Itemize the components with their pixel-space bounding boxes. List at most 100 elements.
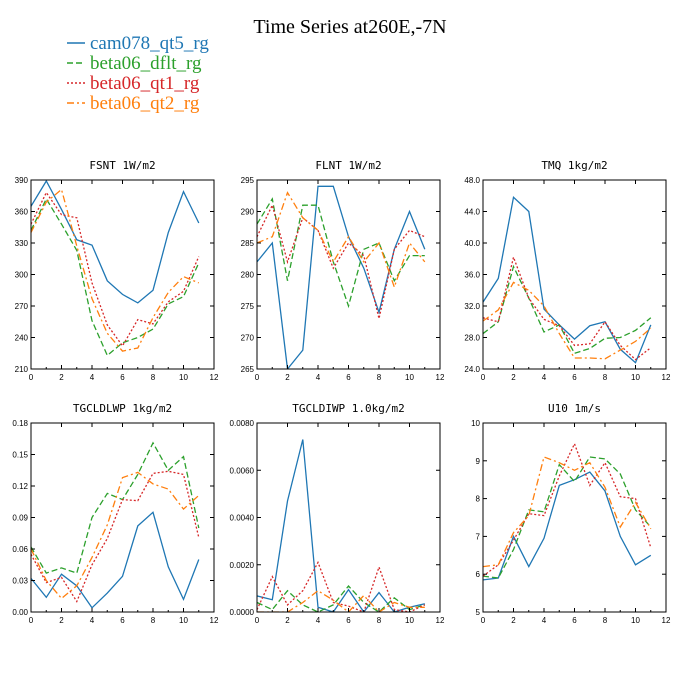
x-tick-label: 8	[603, 373, 608, 382]
x-tick-label: 2	[511, 616, 516, 625]
x-tick-label: 12	[436, 616, 445, 625]
x-tick-label: 4	[316, 616, 321, 625]
x-tick-label: 0	[481, 373, 486, 382]
x-tick-label: 10	[405, 373, 414, 382]
y-tick-label: 210	[15, 365, 29, 374]
x-tick-label: 0	[255, 373, 260, 382]
x-tick-label: 10	[405, 616, 414, 625]
x-tick-label: 8	[151, 616, 156, 625]
series-line	[483, 196, 652, 364]
y-tick-label: 0.18	[12, 419, 28, 428]
x-tick-label: 2	[511, 373, 516, 382]
x-tick-label: 10	[631, 373, 640, 382]
series-line	[31, 511, 200, 609]
x-tick-label: 8	[377, 616, 382, 625]
y-tick-label: 0.0040	[230, 514, 255, 523]
y-tick-label: 32.0	[464, 302, 480, 311]
x-tick-label: 6	[572, 616, 577, 625]
y-tick-label: 290	[241, 208, 255, 217]
y-tick-label: 24.0	[464, 365, 480, 374]
series-line	[31, 471, 200, 600]
chart-panels: FSNT 1W/m20 2 4 6 8 10 12210240270300330360390…	[12, 159, 671, 625]
x-tick-label: 0	[29, 373, 34, 382]
x-tick-label: 2	[59, 616, 64, 625]
y-tick-label: 8	[476, 495, 481, 504]
legend-label: cam078_qt5_rg	[90, 33, 209, 54]
y-tick-label: 270	[15, 302, 29, 311]
plot-frame	[482, 179, 667, 370]
x-tick-label: 4	[90, 616, 95, 625]
series-line	[31, 191, 200, 348]
x-tick-label: 12	[210, 373, 219, 382]
legend-label: beta06_dflt_rg	[90, 53, 202, 74]
x-tick-label: 2	[285, 616, 290, 625]
chart-panel: U10 1m/s 0 2 4 6 8 10 12 5 6 7 8 9 10	[471, 402, 671, 625]
y-tick-label: 0.12	[12, 482, 28, 491]
plot-frame	[30, 179, 215, 370]
y-tick-label: 0.0080	[230, 419, 255, 428]
y-tick-label: 280	[241, 271, 255, 280]
series-line	[257, 203, 426, 319]
y-tick-label: 270	[241, 334, 255, 343]
x-tick-label: 12	[662, 616, 671, 625]
chart-panel: TMQ 1kg/m2 0 2 4 6 8 10 12 24.0 28.0 32.0 36.0 40.0 4…	[464, 159, 671, 382]
series-line	[483, 442, 652, 577]
y-tick-label: 330	[15, 239, 29, 248]
y-tick-label: 0.09	[12, 514, 28, 523]
x-tick-label: 0	[255, 616, 260, 625]
panel-title: TGCLDLWP 1kg/m2	[73, 402, 172, 415]
series-line	[483, 456, 652, 568]
series-line	[257, 585, 425, 612]
y-tick-label: 0.0000	[230, 608, 255, 617]
y-tick-label: 0.0060	[230, 466, 255, 475]
x-tick-label: 0	[481, 616, 486, 625]
chart-panel: FLNT 1W/m2 0 2 4 6 8 10 12 265 270 275 280 285 290 295	[241, 159, 445, 382]
y-tick-label: 9	[476, 457, 481, 466]
y-tick-label: 10	[471, 419, 480, 428]
y-tick-label: 7	[476, 532, 481, 541]
figure-title: Time Series at260E,-7N	[253, 16, 446, 38]
x-tick-label: 0	[29, 616, 34, 625]
y-tick-label: 265	[241, 365, 255, 374]
y-tick-label: 0.00	[12, 608, 28, 617]
plot-frame	[30, 422, 215, 613]
x-tick-label: 10	[179, 616, 188, 625]
y-tick-label: 0.0020	[230, 561, 255, 570]
series-line	[31, 188, 200, 352]
x-tick-label: 10	[631, 616, 640, 625]
y-tick-label: 390	[15, 176, 29, 185]
y-tick-label: 275	[241, 302, 255, 311]
x-tick-label: 2	[285, 373, 290, 382]
y-tick-label: 36.0	[464, 271, 480, 280]
series-line	[483, 281, 652, 360]
panel-title: TGCLDIWP 1.0kg/m2	[292, 402, 405, 415]
series-line	[483, 264, 652, 355]
y-tick-label: 48.0	[464, 176, 480, 185]
panel-title: TMQ 1kg/m2	[541, 159, 607, 172]
chart-panel: TGCLDIWP 1.0kg/m2 0 2 4 6 8 10 12 0.0000 0.0020 0.…	[230, 402, 445, 625]
series-line	[257, 560, 426, 612]
panel-title: FLNT 1W/m2	[315, 159, 381, 172]
y-tick-label: 5	[476, 608, 481, 617]
series-line	[257, 191, 426, 290]
x-tick-label: 10	[179, 373, 188, 382]
y-tick-label: 240	[15, 334, 29, 343]
plot-frame	[482, 422, 667, 613]
legend-label: beta06_qt2_rg	[90, 93, 200, 114]
panel-title: FSNT 1W/m2	[89, 159, 155, 172]
y-tick-label: 0.15	[12, 451, 28, 460]
series-line	[257, 589, 425, 612]
y-tick-label: 6	[476, 570, 481, 579]
series-line	[31, 441, 200, 574]
y-tick-label: 0.03	[12, 577, 28, 586]
series-line	[31, 470, 200, 603]
y-tick-label: 360	[15, 208, 29, 217]
y-tick-label: 285	[241, 239, 255, 248]
x-tick-label: 6	[572, 373, 577, 382]
legend-label: beta06_qt1_rg	[90, 73, 200, 94]
series-line	[483, 254, 652, 361]
series-line	[483, 471, 652, 581]
series-line	[31, 197, 200, 357]
x-tick-label: 12	[436, 373, 445, 382]
x-tick-label: 4	[542, 373, 547, 382]
